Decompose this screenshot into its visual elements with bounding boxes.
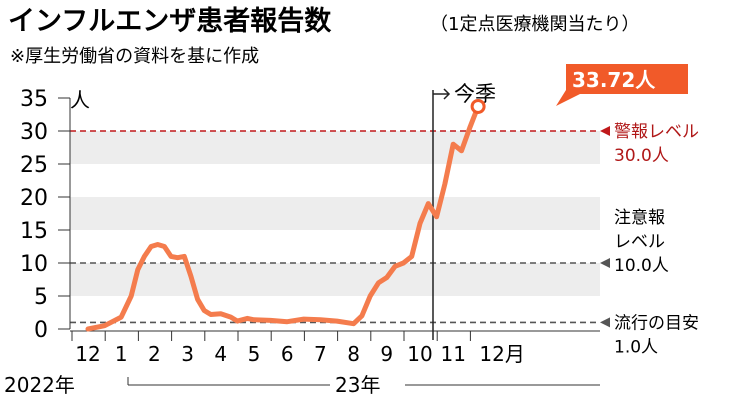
latest-point <box>470 98 486 114</box>
y-axis: 0 5 10 15 20 25 30 35 <box>20 87 71 343</box>
x-tick-label: 10 <box>407 342 432 366</box>
x-tick-label: 3 <box>181 342 194 366</box>
x-tick-label: 9 <box>380 342 393 366</box>
y-tick-label: 35 <box>20 87 48 112</box>
grid-band <box>70 131 600 164</box>
x-tick-label: 7 <box>314 342 327 366</box>
x-tick-label: 4 <box>214 342 227 366</box>
year-label: 2022年 <box>4 373 75 397</box>
y-tick-label: 15 <box>20 219 48 244</box>
reference-label: 30.0人 <box>614 146 669 166</box>
source-note: ※厚生労働省の資料を基に作成 <box>10 46 259 67</box>
reference-pointer <box>600 258 610 268</box>
y-tick-label: 0 <box>34 318 48 343</box>
reference-label: レベル <box>614 232 665 252</box>
y-axis-unit: 人 <box>70 88 90 112</box>
latest-callout: 33.72人 <box>556 64 688 106</box>
reference-label: 流行の目安 <box>614 313 699 333</box>
season-marker-arrowhead <box>443 88 451 100</box>
series-line <box>85 103 481 332</box>
x-tick-label: 12 <box>75 342 100 366</box>
y-tick-label: 30 <box>20 120 48 145</box>
x-tick-label: 8 <box>347 342 360 366</box>
chart-title: インフルエンザ患者報告数 <box>8 6 332 37</box>
y-tick-label: 25 <box>20 153 48 178</box>
x-tick-label: 1 <box>115 342 128 366</box>
y-tick-label: 20 <box>20 186 48 211</box>
year-label: 23年 <box>335 373 380 397</box>
grid-bands <box>70 131 600 296</box>
y-tick-label: 5 <box>34 285 48 310</box>
reference-label: 注意報 <box>614 208 665 228</box>
grid-band <box>70 197 600 230</box>
x-tick-label: 5 <box>248 342 261 366</box>
grid-band <box>70 263 600 296</box>
callout-label: 33.72人 <box>572 68 656 92</box>
reference-pointer <box>600 126 610 136</box>
x-tick-label: 2 <box>148 342 161 366</box>
x-tick-label: 12月 <box>479 342 524 366</box>
callout-box <box>556 64 688 106</box>
reference-label: 10.0人 <box>614 256 669 276</box>
x-tick-label: 11 <box>440 342 465 366</box>
y-tick-label: 10 <box>20 252 48 277</box>
reference-pointer <box>600 317 610 328</box>
reference-label: 警報レベル <box>614 122 699 142</box>
x-tick-label: 6 <box>281 342 294 366</box>
reference-label: 1.0人 <box>614 337 658 357</box>
chart-subtitle: （1定点医療機関当たり） <box>430 14 639 35</box>
